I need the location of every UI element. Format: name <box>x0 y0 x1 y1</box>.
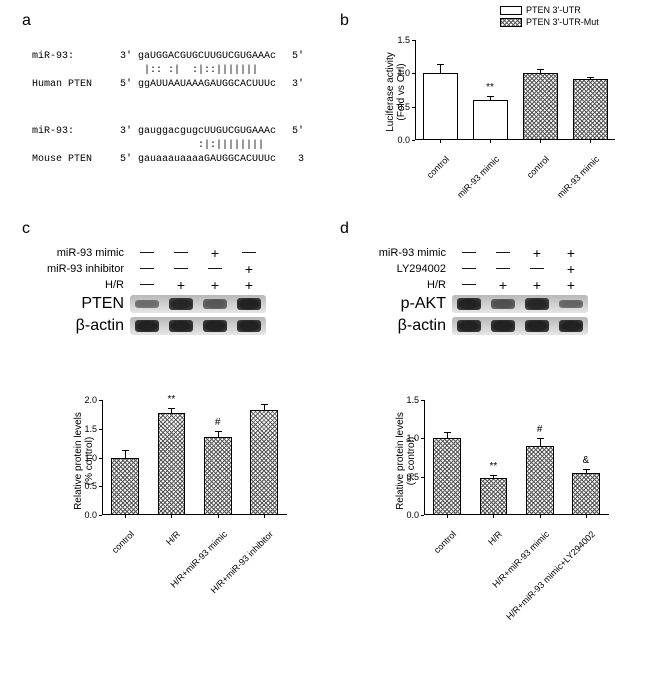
condition-row: H/R <box>352 277 588 293</box>
bar <box>250 410 278 515</box>
bar <box>572 473 600 515</box>
chart-b: 0.00.51.01.5controlmiR-93 mimic**control… <box>415 40 615 160</box>
blot-row: PTEN <box>30 293 266 315</box>
xtick-label: control <box>525 154 551 180</box>
bar <box>526 446 554 515</box>
panel-c-label: c <box>22 220 30 238</box>
bar <box>204 437 232 515</box>
significance-marker: ** <box>167 394 175 405</box>
blot-panel-d: miR-93 mimicLY294002H/Rp-AKTβ-actin <box>352 245 588 337</box>
bar <box>473 100 508 140</box>
blot-panel-c: miR-93 mimicmiR-93 inhibitorH/RPTENβ-act… <box>30 245 266 337</box>
panel-b-label: b <box>340 12 349 30</box>
xtick-label: control <box>110 529 136 555</box>
condition-row: H/R <box>30 277 266 293</box>
chart-d: 0.00.51.01.5controlH/R**H/R+miR-93 mimic… <box>424 400 609 535</box>
bar <box>423 73 458 140</box>
ylabel-d: Relative protein levels(% control) <box>395 391 417 531</box>
ylabel-c: Relative protein levels(% control) <box>73 391 95 531</box>
bar <box>573 79 608 140</box>
seq-align-human: miR-93:3' gaUGGACGUGCUUGUCGUGAAAc 5' |::… <box>32 50 304 92</box>
seq-align-mouse: miR-93:3' gauggacgugcUUGUCGUGAAAc 5' :|:… <box>32 125 304 167</box>
legend-b: PTEN 3'-UTR PTEN 3'-UTR-Mut <box>500 5 599 29</box>
bar <box>523 73 558 140</box>
panel-d-label: d <box>340 220 349 238</box>
legend-item: PTEN 3'-UTR <box>500 5 599 15</box>
panel-a-label: a <box>22 12 31 30</box>
blot-row: β-actin <box>352 315 588 337</box>
bar <box>158 413 186 515</box>
chart-c: 0.00.51.01.52.0controlH/R**H/R+miR-93 mi… <box>102 400 287 535</box>
bar <box>433 438 461 515</box>
xtick-label: H/R+miR-93 mimic+LY294002 <box>504 529 597 622</box>
legend-item: PTEN 3'-UTR-Mut <box>500 17 599 27</box>
blot-row: p-AKT <box>352 293 588 315</box>
xtick-label: control <box>432 529 458 555</box>
xtick-label: miR-93 mimic <box>555 154 601 200</box>
bar <box>111 458 139 516</box>
xtick-label: H/R <box>486 529 504 547</box>
xtick-label: control <box>425 154 451 180</box>
significance-marker: ** <box>486 82 494 93</box>
significance-marker: # <box>537 424 543 435</box>
xtick-label: H/R <box>164 529 182 547</box>
bar <box>480 478 508 515</box>
significance-marker: & <box>583 455 590 466</box>
blot-row: β-actin <box>30 315 266 337</box>
ylabel-b: Luciferase activity(Fold vs Ctrl) <box>385 32 407 152</box>
significance-marker: # <box>215 417 221 428</box>
xtick-label: miR-93 mimic <box>455 154 501 200</box>
significance-marker: ** <box>489 461 497 472</box>
